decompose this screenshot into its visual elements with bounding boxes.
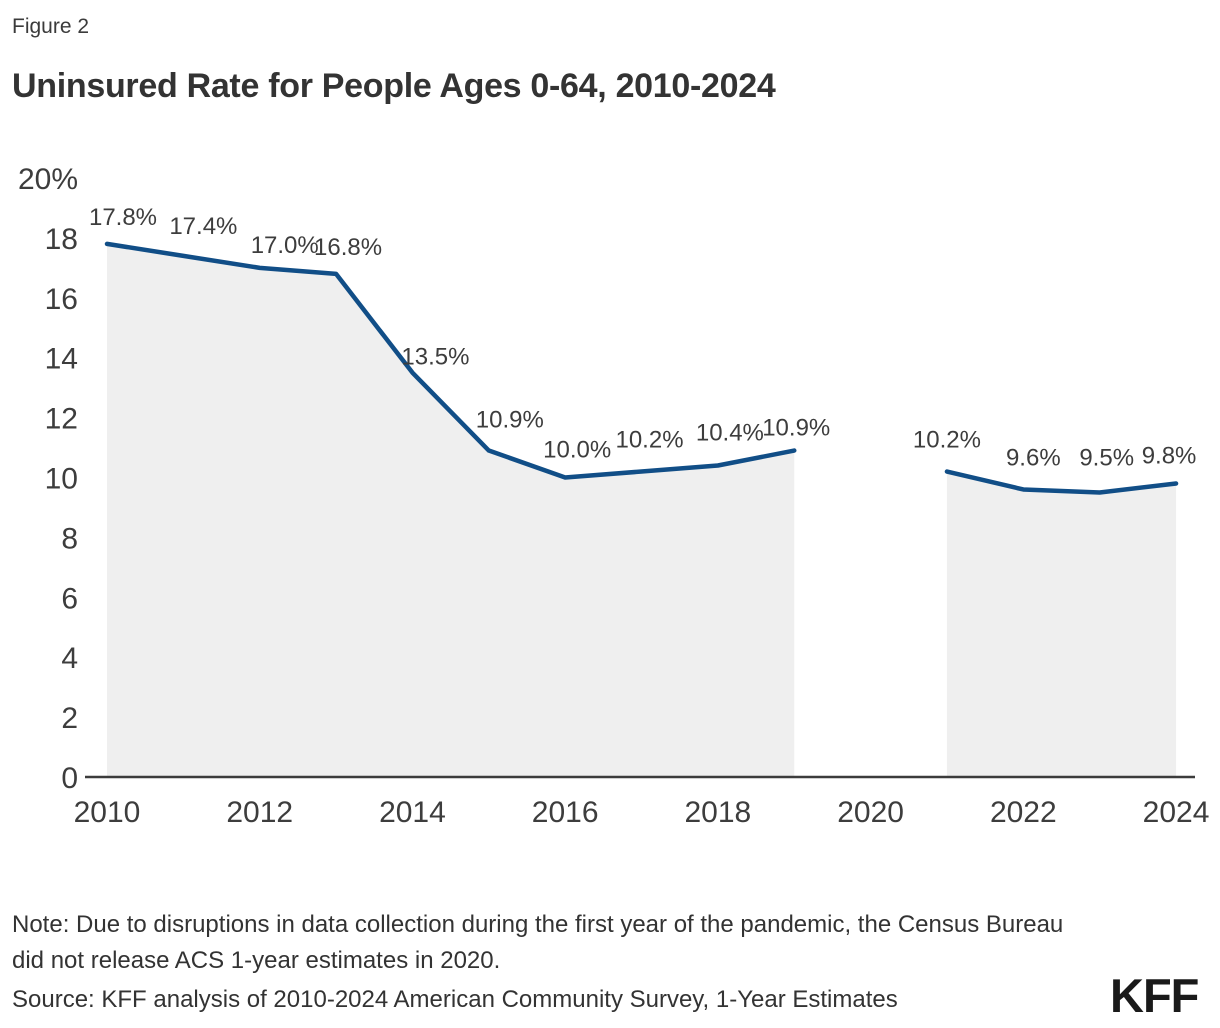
data-point-label: 9.6%	[1006, 444, 1061, 471]
x-tick-label: 2020	[837, 796, 904, 829]
data-point-label: 10.2%	[615, 427, 683, 454]
y-tick-label: 20%	[18, 163, 78, 196]
data-point-label: 17.8%	[89, 204, 157, 231]
x-tick-label: 2024	[1143, 796, 1210, 829]
x-tick-label: 2012	[226, 796, 293, 829]
x-tick-label: 2010	[74, 796, 141, 829]
data-point-label: 10.9%	[476, 407, 544, 434]
area-fill-segment	[946, 471, 1177, 777]
data-point-label: 16.8%	[314, 234, 382, 261]
y-tick-label: 6	[61, 582, 78, 615]
y-tick-label: 8	[61, 522, 78, 555]
y-tick-label: 14	[45, 343, 78, 376]
y-tick-label: 18	[45, 223, 78, 256]
data-point-label: 17.4%	[169, 213, 237, 240]
y-tick-label: 0	[61, 762, 78, 795]
data-point-label: 10.9%	[762, 415, 830, 442]
kff-logo: KFF	[1110, 969, 1199, 1022]
figure-number-label: Figure 2	[12, 15, 90, 38]
uninsured-rate-area-chart: 0 2 4 6 8 10 12 14 16 18 20% 2010 2012 2014 2016 2018 20…	[18, 163, 1210, 829]
page-title: Uninsured Rate for People Ages 0-64, 201…	[12, 67, 776, 105]
trend-line-segment	[104, 241, 797, 480]
data-point-label: 9.5%	[1079, 444, 1134, 471]
chart-note: Note: Due to disruptions in data collect…	[12, 911, 1064, 974]
trend-line-segment	[944, 469, 1179, 495]
chart-source: Source: KFF analysis of 2010-2024 Americ…	[12, 986, 898, 1013]
y-tick-label: 10	[45, 463, 78, 496]
data-point-label: 13.5%	[401, 344, 469, 371]
y-tick-label: 4	[61, 642, 78, 675]
x-tick-label: 2016	[532, 796, 599, 829]
data-point-label: 10.2%	[913, 427, 981, 454]
x-tick-label: 2014	[379, 796, 446, 829]
data-point-label: 10.4%	[696, 420, 764, 447]
y-tick-label: 12	[45, 403, 78, 436]
data-point-label: 17.0%	[251, 232, 319, 259]
data-point-label: 9.8%	[1142, 442, 1197, 469]
data-point-label: 10.0%	[543, 437, 611, 464]
y-tick-label: 16	[45, 283, 78, 316]
y-tick-label: 2	[61, 702, 78, 735]
x-tick-label: 2022	[990, 796, 1057, 829]
area-fill-segment	[107, 243, 795, 777]
x-tick-label: 2018	[685, 796, 752, 829]
